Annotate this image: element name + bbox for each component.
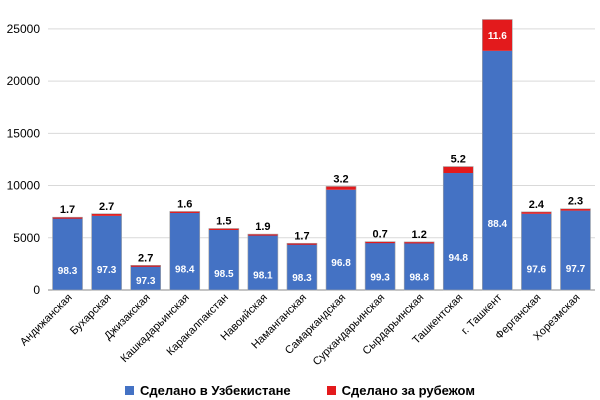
bar-foreign (365, 241, 396, 244)
bar-outline (482, 19, 513, 291)
bar-domestic (286, 244, 317, 290)
bar-domestic (91, 215, 122, 290)
x-tick-label: Андижанская (18, 292, 75, 349)
data-label-foreign: 1.9 (255, 221, 270, 233)
legend-label-domestic: Сделано в Узбекистане (140, 382, 291, 398)
bar-foreign (52, 217, 83, 219)
bar-foreign (208, 228, 239, 230)
bar-outline (91, 213, 122, 291)
data-label-foreign: 2.3 (568, 196, 583, 208)
data-label-foreign: 2.7 (138, 252, 153, 264)
y-tick-label: 0 (33, 283, 40, 297)
data-label-domestic: 97.7 (566, 264, 586, 275)
bars: 98.3 1.7 97.3 2.7 97.3 2.7 98.4 1.6 98.5 1.5 98.1 1… (52, 19, 591, 291)
bar-outline (325, 186, 357, 291)
bar-domestic (443, 173, 474, 290)
data-label-domestic: 99.3 (370, 273, 390, 284)
data-label-foreign: 11.6 (488, 31, 507, 42)
data-label-domestic: 98.5 (214, 269, 234, 280)
bar-foreign (482, 19, 513, 51)
bar-outline (521, 211, 552, 291)
data-label-domestic: 97.3 (136, 276, 156, 287)
bar-outline (247, 233, 279, 291)
bar-foreign (169, 211, 200, 213)
data-label-foreign: 0.7 (372, 229, 387, 241)
legend-swatch-domestic (125, 385, 135, 395)
y-axis: 0 5000 10000 15000 20000 25000 (7, 22, 41, 297)
bar-outline (130, 264, 161, 291)
x-tick-label: Кашкадарьинская (118, 292, 191, 365)
bar-domestic (482, 50, 513, 291)
y-tick-label: 25000 (7, 22, 41, 36)
x-tick-label: Сурхандарьинская (311, 292, 387, 368)
bar-domestic (404, 242, 435, 290)
data-label-foreign: 1.5 (216, 215, 231, 227)
data-label-foreign: 2.7 (99, 201, 114, 213)
data-label-domestic: 88.4 (488, 219, 508, 230)
data-label-domestic: 94.8 (449, 253, 469, 264)
data-label-domestic: 98.8 (409, 273, 429, 284)
legend-item-foreign: Сделано за рубежом (326, 382, 475, 398)
bar-foreign (443, 166, 474, 174)
bar-domestic (247, 235, 278, 290)
y-tick-label: 10000 (7, 179, 41, 193)
data-label-domestic: 98.1 (253, 271, 273, 282)
bar-foreign (521, 211, 552, 214)
data-label-foreign: 3.2 (333, 173, 348, 185)
bar-domestic (52, 218, 83, 290)
bar-foreign (286, 243, 317, 245)
y-tick-label: 15000 (7, 126, 41, 140)
data-label-domestic: 98.4 (175, 264, 195, 275)
legend-label-foreign: Сделано за рубежом (341, 382, 475, 398)
data-label-domestic: 97.3 (97, 265, 117, 276)
legend-swatch-foreign (326, 385, 336, 395)
bar-domestic (326, 189, 357, 290)
bar-foreign (91, 213, 122, 216)
bar-outline (364, 241, 396, 291)
bar-domestic (560, 210, 591, 290)
bar-domestic (365, 241, 396, 290)
bar-foreign (326, 186, 357, 190)
data-label-foreign: 1.2 (412, 229, 427, 241)
data-label-foreign: 5.2 (451, 154, 466, 166)
data-label-foreign: 1.6 (177, 198, 192, 210)
bar-outline (208, 228, 240, 291)
bar-foreign (130, 265, 161, 267)
data-label-domestic: 98.3 (58, 266, 78, 277)
bar-foreign (247, 234, 278, 236)
bar-outline (560, 208, 591, 291)
bar-domestic (208, 229, 239, 290)
bar-foreign (560, 208, 591, 211)
bar-domestic (521, 213, 552, 290)
bar-outline (52, 216, 83, 291)
data-label-foreign: 2.4 (529, 199, 545, 211)
bar-domestic (169, 212, 200, 290)
legend: Сделано в Узбекистане Сделано за рубежом (0, 380, 600, 400)
data-label-foreign: 1.7 (60, 204, 75, 216)
data-label-domestic: 97.6 (527, 265, 547, 276)
bar-outline (169, 211, 201, 291)
bar-outline (286, 242, 318, 291)
gridlines (48, 28, 595, 291)
bar-domestic (130, 265, 161, 290)
x-axis: АндижанскаяБухарскаяДжизакскаяКашкадарьи… (18, 292, 583, 368)
data-label-domestic: 98.3 (292, 273, 312, 284)
bar-outline (442, 166, 474, 291)
bar-foreign (404, 241, 435, 244)
data-label-domestic: 96.8 (331, 258, 351, 269)
y-tick-label: 20000 (7, 74, 41, 88)
data-label-foreign: 1.7 (294, 230, 309, 242)
legend-item-domestic: Сделано в Узбекистане (125, 383, 291, 398)
bar-outline (403, 241, 435, 291)
y-tick-label: 5000 (13, 231, 40, 245)
